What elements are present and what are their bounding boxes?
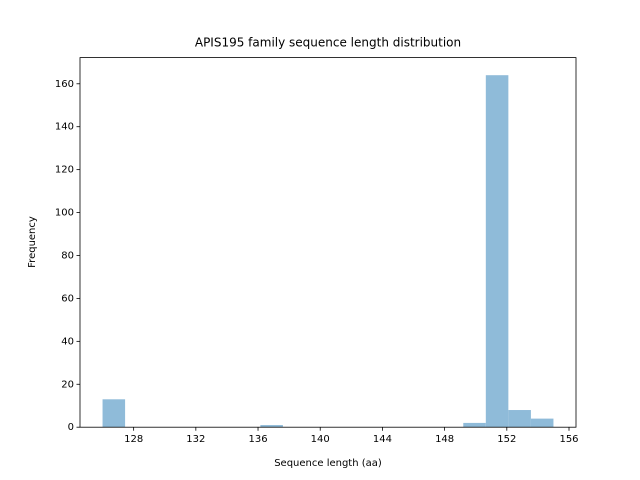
y-tick-label: 80 — [61, 250, 74, 261]
y-tick-label: 120 — [55, 165, 74, 176]
x-tick-label: 128 — [124, 434, 143, 445]
plot-frame — [79, 57, 577, 428]
x-tick-label: 140 — [311, 434, 330, 445]
y-tick-label: 40 — [61, 336, 74, 347]
y-axis-label: Frequency — [27, 216, 38, 268]
bar — [530, 418, 554, 428]
bar — [508, 410, 531, 428]
bar — [102, 399, 126, 428]
x-tick-label: 156 — [559, 434, 578, 445]
chart-title: APIS195 family sequence length distribut… — [195, 36, 461, 50]
y-tick-label: 20 — [61, 379, 74, 390]
bar — [463, 422, 486, 428]
x-tick-label: 144 — [373, 434, 392, 445]
y-tick-label: 140 — [55, 122, 74, 133]
x-tick-label: 152 — [497, 434, 516, 445]
y-tick-label: 160 — [55, 79, 74, 90]
x-tick-label: 132 — [186, 434, 205, 445]
x-tick-label: 136 — [248, 434, 267, 445]
x-tick-label: 148 — [435, 434, 454, 445]
y-tick-label: 0 — [68, 422, 74, 433]
x-axis-label: Sequence length (aa) — [274, 458, 382, 469]
y-tick-label: 60 — [61, 293, 74, 304]
bar — [260, 425, 283, 428]
bar — [485, 75, 509, 428]
y-tick-label: 100 — [55, 208, 74, 219]
